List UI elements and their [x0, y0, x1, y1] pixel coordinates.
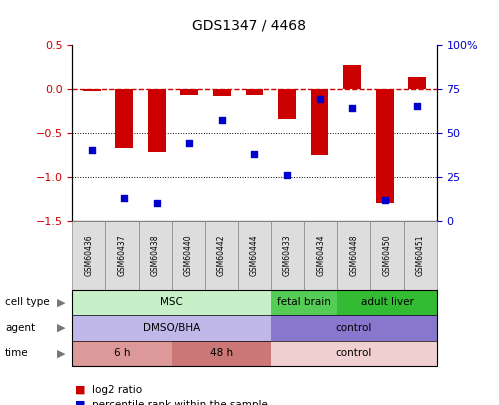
Text: GDS1347 / 4468: GDS1347 / 4468	[193, 18, 306, 32]
Point	[413, 103, 421, 109]
Text: GSM60433: GSM60433	[283, 234, 292, 276]
Text: GSM60438: GSM60438	[151, 234, 160, 276]
Point	[381, 196, 389, 203]
Point	[218, 117, 226, 124]
Bar	[83, 89, 101, 91]
Bar	[376, 89, 394, 203]
Point	[315, 96, 323, 102]
Bar	[278, 89, 296, 119]
Text: cell type: cell type	[5, 297, 49, 307]
Text: GSM60444: GSM60444	[250, 234, 259, 276]
Text: fetal brain: fetal brain	[277, 297, 331, 307]
Text: ■: ■	[75, 400, 85, 405]
Text: agent: agent	[5, 323, 35, 333]
Text: control: control	[336, 348, 372, 358]
Text: percentile rank within the sample: percentile rank within the sample	[92, 400, 268, 405]
Point	[283, 172, 291, 178]
Text: GSM60440: GSM60440	[184, 234, 193, 276]
Point	[88, 147, 96, 153]
Point	[250, 151, 258, 157]
Text: log2 ratio: log2 ratio	[92, 385, 142, 394]
Text: ■: ■	[75, 385, 85, 394]
Point	[153, 200, 161, 207]
Text: time: time	[5, 348, 28, 358]
Bar	[181, 89, 199, 95]
Point	[186, 140, 194, 147]
Bar	[343, 65, 361, 89]
Text: GSM60442: GSM60442	[217, 234, 226, 276]
Text: 48 h: 48 h	[210, 348, 233, 358]
Bar	[408, 77, 426, 89]
Point	[348, 105, 356, 111]
Text: GSM60451: GSM60451	[416, 234, 425, 276]
Text: adult liver: adult liver	[360, 297, 413, 307]
Text: control: control	[336, 323, 372, 333]
Text: ▶: ▶	[57, 323, 66, 333]
Point	[120, 194, 128, 201]
Text: DMSO/BHA: DMSO/BHA	[143, 323, 200, 333]
Text: 6 h: 6 h	[114, 348, 130, 358]
Bar	[115, 89, 133, 147]
Text: ▶: ▶	[57, 297, 66, 307]
Bar	[148, 89, 166, 152]
Bar	[213, 89, 231, 96]
Bar	[310, 89, 328, 155]
Text: GSM60450: GSM60450	[382, 234, 391, 276]
Text: ▶: ▶	[57, 348, 66, 358]
Text: MSC: MSC	[160, 297, 183, 307]
Bar	[246, 89, 263, 95]
Text: GSM60434: GSM60434	[316, 234, 325, 276]
Text: GSM60436: GSM60436	[84, 234, 93, 276]
Text: GSM60437: GSM60437	[118, 234, 127, 276]
Text: GSM60448: GSM60448	[349, 234, 358, 276]
